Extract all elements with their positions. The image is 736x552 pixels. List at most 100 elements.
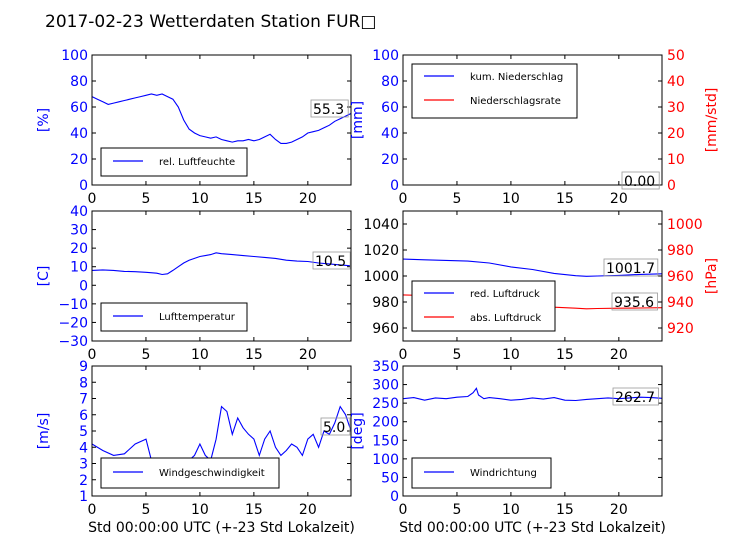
y-tick-label: 50 <box>381 470 399 486</box>
series-line-1 <box>92 252 351 276</box>
y-tick-label: −30 <box>58 334 88 350</box>
legend: Lufttemperatur <box>100 302 248 332</box>
x-tick-label: 0 <box>399 347 408 363</box>
y-tick-label: 100 <box>372 48 399 64</box>
current-value-box <box>320 417 351 436</box>
legend-box <box>411 63 578 119</box>
y-tick-label: 6 <box>79 408 88 424</box>
y-tick-label: 1000 <box>363 269 399 285</box>
y-tick-label: 60 <box>381 100 399 116</box>
x-tick-label: 15 <box>245 191 263 207</box>
y-tick-label: 350 <box>372 359 399 375</box>
legend-label: Niederschlagsrate <box>470 96 561 107</box>
y-tick-label: 960 <box>372 321 399 337</box>
current-value-label: 935.6 <box>614 295 654 311</box>
series-line-1 <box>92 93 351 144</box>
y-tick-label: 0 <box>390 178 399 194</box>
y-tick-label: 1 <box>79 489 88 505</box>
x-tick-label: 10 <box>502 502 520 518</box>
y-axis-label: [mm] <box>350 101 366 139</box>
legend-label: kum. Niederschlag <box>470 72 563 83</box>
x-tick-label: 20 <box>610 191 628 207</box>
current-value-label: 262.7 <box>615 390 655 406</box>
y2-tick-label: 960 <box>667 269 694 285</box>
y-tick-label: 30 <box>70 223 88 239</box>
x-tick-label: 0 <box>88 502 97 518</box>
x-tick-label: 5 <box>452 347 461 363</box>
current-value-label: 5.0 <box>323 420 345 436</box>
y2-tick-label: 40 <box>667 74 685 90</box>
y-tick-label: −20 <box>58 315 88 331</box>
x-tick-label: 0 <box>399 502 408 518</box>
y2-tick-label: 920 <box>667 321 694 337</box>
x-tick-label: 10 <box>191 191 209 207</box>
y-tick-label: 980 <box>372 295 399 311</box>
legend: Windgeschwindigkeit <box>100 457 280 489</box>
x-tick-label: 15 <box>556 502 574 518</box>
axes-frame <box>402 54 663 186</box>
y-tick-label: 0 <box>79 178 88 194</box>
axes-frame <box>91 210 352 342</box>
y-tick-label: 20 <box>381 152 399 168</box>
y-tick-label: 2 <box>79 473 88 489</box>
y-tick-label: 0 <box>390 489 399 505</box>
legend: kum. Niederschlag Niederschlagsrate <box>411 63 578 119</box>
x-tick-label: 10 <box>502 191 520 207</box>
current-value-label: 0.00 <box>624 174 655 190</box>
x-tick-label: 5 <box>452 191 461 207</box>
panel-3: 0 5 10 15 20 −30 −20 −10 0 10 20 30 40 [C] Lufttempera… <box>36 204 352 363</box>
y-tick-label: 100 <box>372 452 399 468</box>
legend-box <box>100 457 280 489</box>
y-tick-label: 40 <box>70 204 88 220</box>
y-tick-label: 100 <box>61 48 88 64</box>
y-tick-label: 150 <box>372 433 399 449</box>
y-tick-label: −10 <box>58 297 88 313</box>
x-tick-label: 0 <box>88 347 97 363</box>
y-tick-label: 80 <box>70 74 88 90</box>
axes-frame <box>402 365 663 497</box>
y-tick-label: 40 <box>381 126 399 142</box>
panel-2: 0 5 10 15 20 0 20 40 60 80 100 0 10 20 30 40 50 [mm] [mm/s… <box>350 48 720 207</box>
x-tick-label: 20 <box>610 347 628 363</box>
legend-box <box>100 302 248 332</box>
legend: Windrichtung <box>411 457 552 489</box>
legend-label: red. Luftdruck <box>470 289 540 300</box>
y2-tick-label: 20 <box>667 126 685 142</box>
series-line-1 <box>403 387 662 402</box>
legend: rel. Luftfeuchte <box>100 147 248 177</box>
x-tick-label: 0 <box>399 191 408 207</box>
y2-axis-label: [hPa] <box>704 258 720 294</box>
legend-box <box>411 280 556 332</box>
y-tick-label: 3 <box>79 457 88 473</box>
current-value-box <box>612 387 659 406</box>
x-tick-label: 20 <box>299 502 317 518</box>
y2-tick-label: 940 <box>667 295 694 311</box>
x-tick-label: 5 <box>141 347 150 363</box>
x-tick-label: 5 <box>141 191 150 207</box>
current-value-box <box>621 171 660 190</box>
y2-tick-label: 30 <box>667 100 685 116</box>
y-tick-label: 1040 <box>363 217 399 233</box>
y-tick-label: 40 <box>70 126 88 142</box>
y-tick-label: 4 <box>79 440 88 456</box>
y2-tick-label: 10 <box>667 152 685 168</box>
x-tick-label: 20 <box>299 191 317 207</box>
y2-tick-label: 1000 <box>667 217 703 233</box>
x-tick-label: 0 <box>88 191 97 207</box>
panel-4: 0 5 10 15 20 960 980 1000 1020 1040 920 940 960 980 10… <box>363 210 720 363</box>
figure-title: 2017-02-23 Wetterdaten Station FUR□ <box>45 12 376 32</box>
y2-tick-label: 0 <box>667 178 676 194</box>
x-tick-label: 15 <box>556 347 574 363</box>
y2-axis-label: [mm/std] <box>704 88 720 153</box>
legend-label: rel. Luftfeuchte <box>159 157 235 168</box>
x-tick-label: 10 <box>502 347 520 363</box>
x-tick-label: 15 <box>245 347 263 363</box>
x-tick-label: 5 <box>141 502 150 518</box>
x-tick-label: 15 <box>556 191 574 207</box>
x-tick-label: 20 <box>299 347 317 363</box>
x-tick-label: 5 <box>452 502 461 518</box>
current-value-box <box>312 251 351 270</box>
